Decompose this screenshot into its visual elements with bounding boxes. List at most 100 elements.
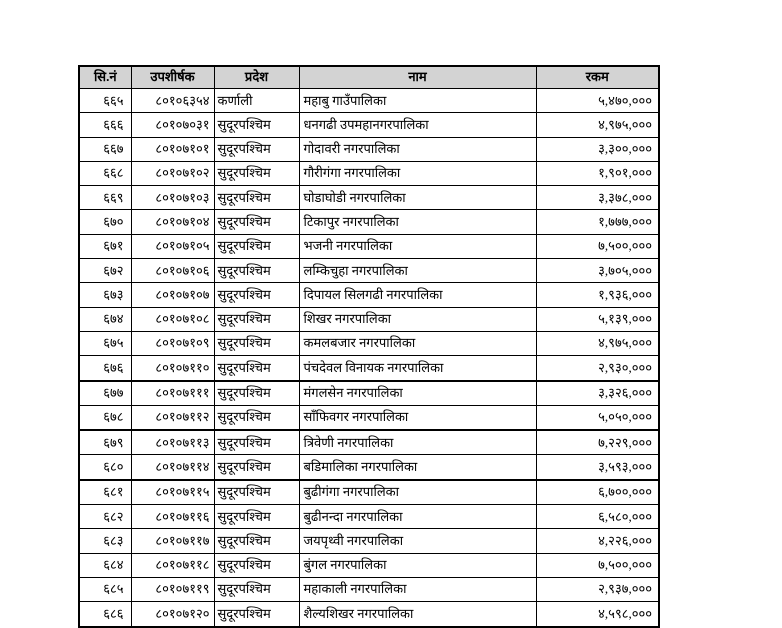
table-cell: लम्किचुहा नगरपालिका [298, 258, 537, 284]
table-row: ६८३ ८०१०७११७ सुदूरपश्चिम जयपृथ्वी नगरपालिका… [78, 528, 660, 554]
table-cell: ८०१०७०३१ [130, 112, 215, 138]
table-cell: ८०१०७११६ [130, 504, 215, 530]
table-cell: ३,३७८,००० [535, 185, 660, 211]
table-cell: ८०१०७१०१ [130, 136, 215, 162]
table-cell: महाकाली नगरपालिका [298, 576, 537, 603]
table-cell: ६८२ [78, 504, 132, 530]
table-row: ६६८ ८०१०७१०२ सुदूरपश्चिम गौरीगंगा नगरपालिका… [78, 160, 660, 187]
table-cell: सुदूरपश्चिम [213, 479, 300, 506]
table-cell: सुदूरपश्चिम [213, 209, 300, 235]
table-cell: महाबु गाउँपालिका [298, 87, 537, 114]
table-cell: सुदूरपश्चिम [213, 355, 300, 382]
table-cell: ६७८ [78, 404, 132, 432]
table-cell: ८०१०७१२० [130, 601, 215, 628]
table-row: ६७५ ८०१०७१०९ सुदूरपश्चिम कमलबजार नगरपालिका ४… [78, 330, 660, 357]
table-cell: १,९०१,००० [535, 160, 660, 187]
table-cell: ३,३००,००० [535, 136, 660, 162]
table-cell: ६८४ [78, 552, 132, 578]
table-cell: कमलबजार नगरपालिका [298, 330, 537, 357]
table-cell: ८०१०६३५४ [130, 87, 215, 114]
table-cell: ४,९७५,००० [535, 112, 660, 138]
column-header-province: प्रदेश [213, 65, 300, 89]
table-cell: ६६५ [78, 87, 132, 114]
table-cell: ६७० [78, 209, 132, 235]
table-cell: भजनी नगरपालिका [298, 233, 537, 260]
table-cell: ८०१०७११४ [130, 454, 215, 481]
table-cell: ६७५ [78, 330, 132, 357]
table-cell: ८०१०७१०६ [130, 258, 215, 284]
table-cell: सुदूरपश्चिम [213, 330, 300, 357]
table-cell: ८०१०७१०७ [130, 282, 215, 308]
table-row: ६६९ ८०१०७१०३ सुदूरपश्चिम घोडाघोडी नगरपालिका… [78, 185, 660, 211]
table-cell: सुदूरपश्चिम [213, 454, 300, 481]
table-cell: पंचदेवल विनायक नगरपालिका [298, 355, 537, 382]
table-cell: २,९३०,००० [535, 355, 660, 382]
table-cell: सुदूरपश्चिम [213, 380, 300, 406]
allocation-table-wrapper: सि.नं उपशीर्षक प्रदेश नाम रकम ६६५ ८०१०६३५… [78, 65, 660, 628]
table-cell: सुदूरपश्चिम [213, 576, 300, 603]
table-cell: गौरीगंगा नगरपालिका [298, 160, 537, 187]
table-cell: ४,२२६,००० [535, 528, 660, 554]
table-cell: ६६९ [78, 185, 132, 211]
table-cell: सुदूरपश्चिम [213, 601, 300, 628]
table-cell: ६,५८०,००० [535, 504, 660, 530]
table-header: सि.नं उपशीर्षक प्रदेश नाम रकम [78, 65, 660, 89]
table-cell: गोदावरी नगरपालिका [298, 136, 537, 162]
table-cell: शैल्यशिखर नगरपालिका [298, 601, 537, 628]
table-row: ६८४ ८०१०७११८ सुदूरपश्चिम बुंगल नगरपालिका ७,५… [78, 552, 660, 578]
table-row: ६६६ ८०१०७०३१ सुदूरपश्चिम धनगढी उपमहानगरपालि… [78, 112, 660, 138]
table-row: ६८६ ८०१०७१२० सुदूरपश्चिम शैल्यशिखर नगरपालिक… [78, 601, 660, 628]
table-cell: सुदूरपश्चिम [213, 233, 300, 260]
table-cell: घोडाघोडी नगरपालिका [298, 185, 537, 211]
table-cell: ८०१०७११५ [130, 479, 215, 506]
table-cell: ७,५००,००० [535, 552, 660, 578]
table-row: ६८० ८०१०७११४ सुदूरपश्चिम बडिमालिका नगरपालिक… [78, 454, 660, 481]
table-cell: दिपायल सिलगढी नगरपालिका [298, 282, 537, 308]
header-row: सि.नं उपशीर्षक प्रदेश नाम रकम [78, 65, 660, 89]
table-cell: सुदूरपश्चिम [213, 185, 300, 211]
table-cell: ६७६ [78, 355, 132, 382]
table-row: ६७६ ८०१०७११० सुदूरपश्चिम पंचदेवल विनायक नगर… [78, 355, 660, 382]
table-cell: सुदूरपश्चिम [213, 552, 300, 578]
table-cell: ४,५९८,००० [535, 601, 660, 628]
table-cell: ८०१०७१०४ [130, 209, 215, 235]
table-row: ६७१ ८०१०७१०५ सुदूरपश्चिम भजनी नगरपालिका ७,५०… [78, 233, 660, 260]
table-row: ६७३ ८०१०७१०७ सुदूरपश्चिम दिपायल सिलगढी नगरप… [78, 282, 660, 308]
table-cell: ६७३ [78, 282, 132, 308]
table-cell: ८०१०७१०३ [130, 185, 215, 211]
table-cell: ८०१०७१०५ [130, 233, 215, 260]
table-cell: टिकापुर नगरपालिका [298, 209, 537, 235]
table-cell: मंगलसेन नगरपालिका [298, 380, 537, 406]
table-cell: त्रिवेणी नगरपालिका [298, 429, 537, 456]
table-cell: सुदूरपश्चिम [213, 258, 300, 284]
table-cell: २,९३७,००० [535, 576, 660, 603]
table-cell: सुदूरपश्चिम [213, 528, 300, 554]
table-cell: ६६८ [78, 160, 132, 187]
table-cell: सुदूरपश्चिम [213, 306, 300, 332]
table-cell: ८०१०७११७ [130, 528, 215, 554]
table-row: ६६७ ८०१०७१०१ सुदूरपश्चिम गोदावरी नगरपालिका ३… [78, 136, 660, 162]
table-cell: ५,४७०,००० [535, 87, 660, 114]
table-cell: ८०१०७१०८ [130, 306, 215, 332]
table-body: ६६५ ८०१०६३५४ कर्णाली महाबु गाउँपालिका ५,४७०,… [78, 87, 660, 628]
column-header-subheading: उपशीर्षक [130, 65, 215, 89]
table-row: ६७९ ८०१०७११३ सुदूरपश्चिम त्रिवेणी नगरपालिका… [78, 429, 660, 456]
column-header-serial: सि.नं [78, 65, 132, 89]
allocation-table: सि.नं उपशीर्षक प्रदेश नाम रकम ६६५ ८०१०६३५… [78, 65, 660, 628]
table-row: ६७८ ८०१०७११२ सुदूरपश्चिम साँफिवगर नगरपालिका… [78, 404, 660, 432]
table-cell: ६८३ [78, 528, 132, 554]
table-cell: ५,१३९,००० [535, 306, 660, 332]
table-cell: १,७७७,००० [535, 209, 660, 235]
table-cell: साँफिवगर नगरपालिका [298, 404, 537, 432]
table-cell: ३,३२६,००० [535, 380, 660, 406]
table-cell: ८०१०७१०२ [130, 160, 215, 187]
table-row: ६७४ ८०१०७१०८ सुदूरपश्चिम शिखर नगरपालिका ५,१३… [78, 306, 660, 332]
table-cell: सुदूरपश्चिम [213, 112, 300, 138]
table-cell: जयपृथ्वी नगरपालिका [298, 528, 537, 554]
table-cell: ६७१ [78, 233, 132, 260]
table-cell: सुदूरपश्चिम [213, 504, 300, 530]
table-row: ६७२ ८०१०७१०६ सुदूरपश्चिम लम्किचुहा नगरपालिक… [78, 258, 660, 284]
table-cell: १,९३६,००० [535, 282, 660, 308]
table-cell: ८०१०७११३ [130, 429, 215, 456]
